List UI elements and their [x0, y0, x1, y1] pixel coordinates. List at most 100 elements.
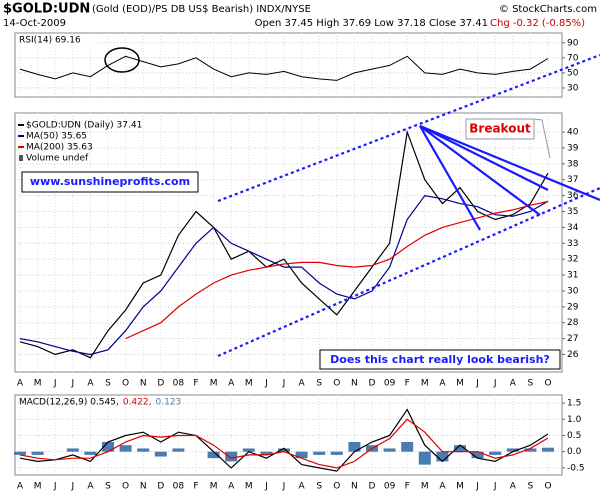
- x-tick-label: J: [70, 379, 74, 389]
- annotations: [217, 53, 600, 358]
- x-tick-label: 08: [173, 379, 185, 389]
- x-tick-label: J: [70, 482, 74, 492]
- trend-line: [419, 124, 600, 202]
- histogram-bar: [225, 451, 238, 462]
- x-tick-label: A: [228, 482, 235, 492]
- histogram-bar: [401, 441, 414, 452]
- x-tick-label: N: [351, 482, 358, 492]
- y-tick-label: 50: [567, 68, 579, 78]
- series-line: [19, 129, 549, 359]
- x-tick-label: J: [493, 379, 497, 389]
- x-tick-label: M: [34, 482, 42, 492]
- breakout-box: [465, 118, 535, 140]
- x-tick-label: J: [53, 482, 57, 492]
- x-tick-label: F: [193, 379, 198, 389]
- histogram-bar: [260, 451, 273, 455]
- rsi-line: [19, 55, 549, 81]
- y-tick-label: 39: [567, 143, 579, 153]
- x-tick-label: A: [439, 482, 446, 492]
- y-tick-label: 29: [567, 302, 579, 312]
- histogram-bar: [436, 451, 449, 462]
- x-tick-label: D: [369, 482, 376, 492]
- y-tick-label: 27: [567, 334, 578, 344]
- y-tick-label: 1.5: [567, 399, 581, 409]
- x-tick-label: J: [264, 482, 268, 492]
- x-tick-label: A: [228, 379, 235, 389]
- legend-title: RSI(14) 69.16: [19, 36, 81, 46]
- y-tick-label: 40: [567, 128, 579, 138]
- legend-label: MA(50) 35.65: [26, 132, 87, 142]
- series-line: [19, 194, 549, 356]
- x-tick-label: N: [140, 482, 147, 492]
- x-tick-label: A: [510, 379, 517, 389]
- trend-line: [419, 125, 541, 216]
- description: (Gold (EOD)/PS DB US$ Bearish) INDX/NYSE: [92, 4, 311, 15]
- x-tick-label: O: [544, 482, 551, 492]
- y-tick-label: 26: [567, 350, 579, 360]
- url-box: [21, 171, 199, 193]
- y-tick-label: 38: [567, 159, 579, 169]
- channel-upper: [217, 53, 600, 203]
- breakout-label: Breakout: [469, 122, 531, 136]
- y-tick-label: 33: [567, 239, 578, 249]
- x-tick-label: D: [369, 379, 376, 389]
- x-tick-label: M: [456, 379, 464, 389]
- x-tick-label: A: [17, 379, 24, 389]
- x-tick-label: N: [140, 379, 147, 389]
- x-tick-label: A: [299, 379, 306, 389]
- series-line: [125, 200, 549, 340]
- url: www.sunshineprofits.com: [30, 175, 190, 188]
- histogram-bar: [383, 448, 396, 452]
- y-tick-label: 28: [567, 318, 579, 328]
- x-tick-label: J: [282, 379, 286, 389]
- plot-area: 30 50 70 90 RSI(14) 69.16 26 27 28 29 30 31 32 33 34 3…: [14, 32, 585, 492]
- histogram-bar: [313, 451, 326, 455]
- x-tick-label: M: [456, 482, 464, 492]
- x-tick-label: M: [421, 379, 429, 389]
- change: Chg -0.32 (-0.85%): [490, 18, 585, 29]
- histogram-bar: [66, 448, 79, 452]
- quote: Open 37.45 High 37.69 Low 37.18 Close 37…: [255, 18, 488, 29]
- x-tick-label: J: [53, 379, 57, 389]
- x-tick-label: D: [157, 379, 164, 389]
- x-tick-label: J: [475, 379, 479, 389]
- histogram-bar: [471, 451, 484, 459]
- series-line: [19, 408, 549, 472]
- legend-swatch: [19, 155, 23, 161]
- x-tick-label: J: [475, 482, 479, 492]
- legend-label: $GOLD:UDN (Daily) 37.41: [26, 121, 142, 131]
- y-tick-label: 70: [567, 53, 579, 63]
- histogram-bar: [278, 448, 290, 452]
- histogram-bar: [84, 451, 97, 455]
- x-tick-label: 09: [384, 482, 396, 492]
- legend-label: 0.123: [155, 398, 181, 408]
- x-tick-label: J: [282, 482, 286, 492]
- x-tick-label: M: [210, 379, 218, 389]
- breakout-pointer: [533, 118, 551, 159]
- legend-label: Volume undef: [26, 154, 89, 164]
- x-tick-label: F: [193, 482, 198, 492]
- x-tick-label: O: [333, 482, 340, 492]
- histogram-bar: [524, 448, 537, 452]
- y-tick-label: 0.5: [567, 431, 581, 441]
- x-tick-label: A: [87, 482, 94, 492]
- copyright: © StockCharts.com: [499, 4, 597, 15]
- histogram-bar: [542, 447, 554, 452]
- question-box: [319, 349, 561, 370]
- y-tick-label: 1.0: [567, 415, 582, 425]
- x-tick-label: M: [421, 482, 429, 492]
- legend-label: MA(200) 35.63: [26, 143, 93, 153]
- legend-label: MACD(12,26,9) 0.545,: [19, 398, 119, 408]
- legend-label: 0.422,: [123, 398, 152, 408]
- x-tick-label: S: [528, 379, 534, 389]
- x-tick-label: S: [105, 482, 111, 492]
- x-tick-label: O: [333, 379, 340, 389]
- y-tick-label: 35: [567, 207, 578, 217]
- histogram-bar: [506, 448, 519, 452]
- x-tick-label: A: [17, 482, 24, 492]
- histogram-bar: [418, 451, 431, 465]
- x-tick-label: J: [493, 482, 497, 492]
- x-tick-label: O: [544, 379, 551, 389]
- y-tick-label: 90: [567, 38, 579, 48]
